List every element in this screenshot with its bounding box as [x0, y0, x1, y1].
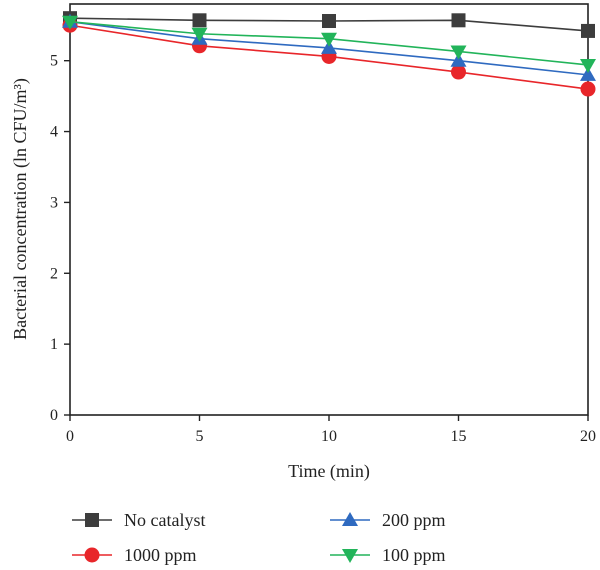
- data-point: [191, 27, 208, 42]
- data-point: [580, 81, 596, 97]
- legend-entry: 100 ppm: [330, 545, 446, 565]
- legend-label: 1000 ppm: [124, 545, 197, 565]
- y-tick-label: 4: [50, 124, 58, 141]
- x-tick-label: 10: [321, 428, 337, 445]
- x-axis: 0 5 10 15 20: [66, 415, 596, 445]
- data-point: [580, 58, 596, 73]
- legend-label: 200 ppm: [382, 510, 446, 530]
- data-point: [62, 15, 78, 30]
- data-point: [321, 39, 337, 54]
- y-tick-label: 1: [50, 336, 58, 353]
- legend-entry: 200 ppm: [330, 510, 446, 530]
- data-point: [192, 13, 207, 28]
- y-tick-label: 0: [50, 407, 58, 424]
- x-axis-label: Time (min): [288, 461, 370, 482]
- y-tick-label: 5: [50, 53, 58, 70]
- y-tick-label: 2: [50, 265, 58, 282]
- data-point: [580, 66, 596, 81]
- x-tick-label: 5: [196, 428, 204, 445]
- y-axis-label: Bacterial concentration (ln CFU/m³): [10, 78, 31, 340]
- legend-entry: No catalyst: [72, 510, 205, 530]
- x-tick-label: 0: [66, 428, 74, 445]
- legend-marker: [85, 513, 99, 527]
- x-tick-label: 15: [451, 428, 467, 445]
- data-point: [450, 45, 467, 60]
- x-tick-label: 20: [580, 428, 596, 445]
- series-layer: [62, 11, 596, 97]
- legend-label: No catalyst: [124, 510, 205, 530]
- legend-marker: [84, 547, 100, 563]
- y-tick-label: 3: [50, 194, 58, 211]
- y-axis: 0 1 2 3 4 5: [50, 53, 70, 424]
- data-point: [451, 64, 466, 80]
- legend: No catalyst 1000 ppm 200 ppm 100 ppm: [72, 510, 446, 565]
- legend-marker: [342, 512, 358, 526]
- legend-label: 100 ppm: [382, 545, 446, 565]
- data-point: [581, 23, 595, 38]
- data-point: [450, 52, 467, 67]
- legend-entry: 1000 ppm: [72, 545, 197, 565]
- data-point: [451, 13, 466, 28]
- series-3: [62, 15, 596, 73]
- data-point: [322, 14, 336, 29]
- data-point: [321, 32, 337, 47]
- legend-marker: [342, 549, 358, 563]
